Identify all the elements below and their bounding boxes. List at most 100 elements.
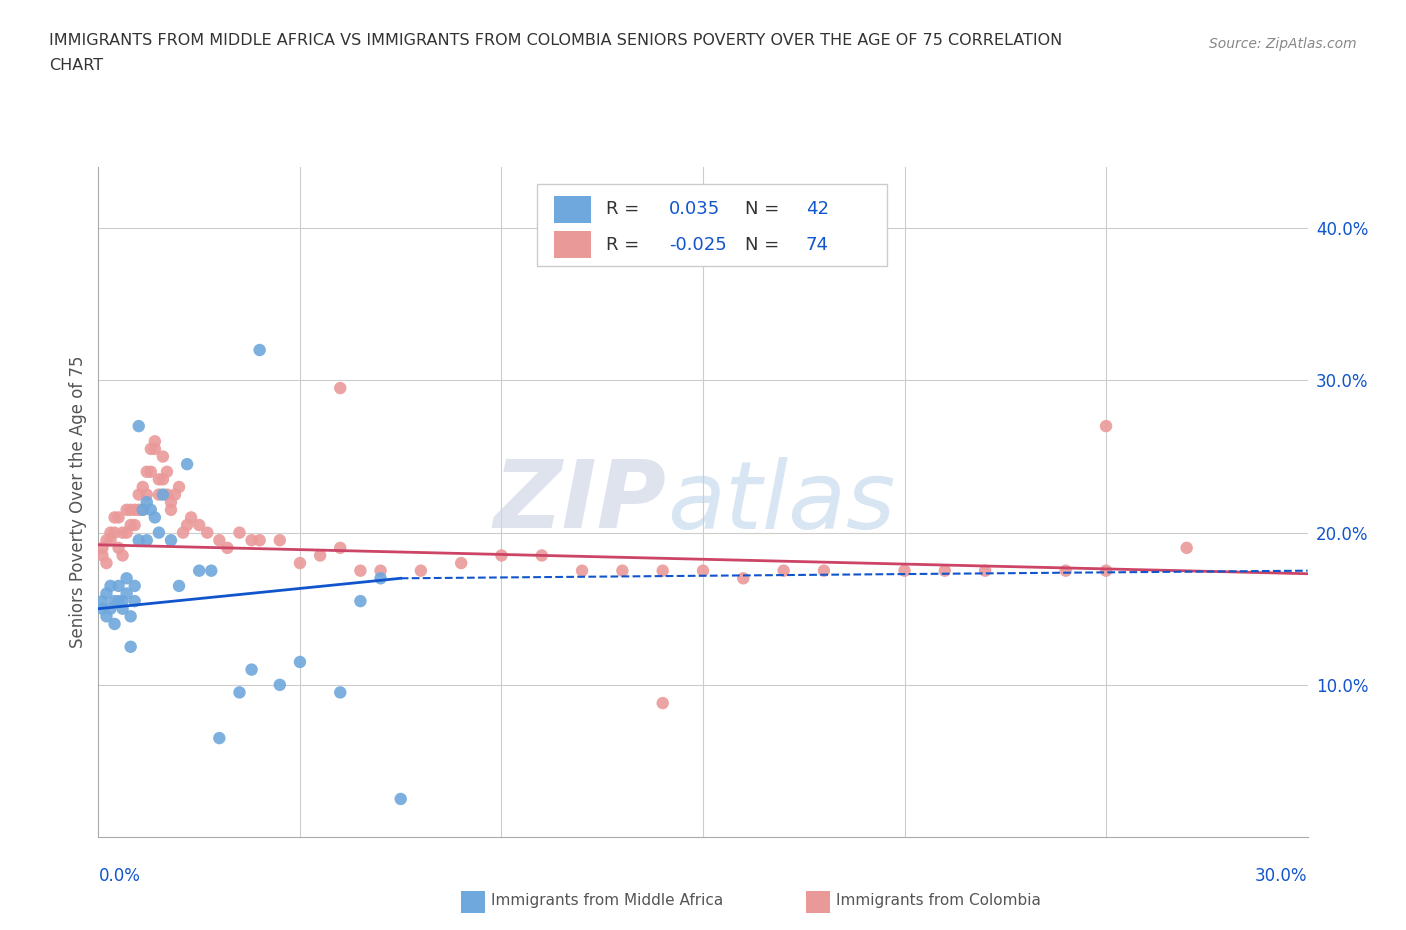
Point xyxy=(772,564,794,578)
Point xyxy=(135,464,157,479)
Point xyxy=(128,502,150,517)
Point xyxy=(288,555,311,570)
Point xyxy=(139,502,162,517)
Point xyxy=(208,731,231,746)
Point xyxy=(240,533,263,548)
Point xyxy=(120,609,142,624)
Text: N =: N = xyxy=(745,235,786,254)
Point xyxy=(1095,418,1118,433)
Point xyxy=(100,533,122,548)
Point xyxy=(349,593,371,608)
Point xyxy=(124,593,146,608)
Point xyxy=(329,540,352,555)
Text: CHART: CHART xyxy=(49,58,103,73)
Point xyxy=(120,639,142,654)
Point xyxy=(934,564,956,578)
Bar xyxy=(461,891,485,912)
Point xyxy=(103,593,125,608)
Text: 0.035: 0.035 xyxy=(669,200,720,219)
Point xyxy=(111,593,134,608)
Point xyxy=(111,525,134,540)
Point xyxy=(349,564,371,578)
Point xyxy=(167,578,190,593)
Bar xyxy=(554,232,591,259)
Point xyxy=(370,571,392,586)
Point xyxy=(172,525,194,540)
Point xyxy=(188,518,211,533)
Point xyxy=(103,525,125,540)
Point xyxy=(135,533,157,548)
Point xyxy=(370,564,392,578)
Text: -0.025: -0.025 xyxy=(669,235,727,254)
Point xyxy=(96,555,118,570)
Point xyxy=(176,518,198,533)
Point xyxy=(143,510,166,525)
Text: 30.0%: 30.0% xyxy=(1256,867,1308,885)
Point xyxy=(124,502,146,517)
Point xyxy=(115,571,138,586)
Point xyxy=(530,548,553,563)
Point xyxy=(152,472,174,486)
Point xyxy=(269,677,291,692)
Point xyxy=(733,571,755,586)
Point xyxy=(329,380,352,395)
Point xyxy=(115,525,138,540)
Point xyxy=(100,578,122,593)
Point xyxy=(160,533,183,548)
Point xyxy=(107,540,129,555)
Point xyxy=(228,525,250,540)
Point xyxy=(813,564,835,578)
Point xyxy=(103,617,125,631)
Text: 42: 42 xyxy=(806,200,828,219)
Point xyxy=(115,586,138,601)
Point xyxy=(100,525,122,540)
Point xyxy=(1054,564,1077,578)
Point xyxy=(103,510,125,525)
Text: atlas: atlas xyxy=(666,457,896,548)
Point xyxy=(120,502,142,517)
FancyBboxPatch shape xyxy=(537,184,887,266)
Point xyxy=(491,548,513,563)
Point xyxy=(139,464,162,479)
Point xyxy=(288,655,311,670)
Text: 0.0%: 0.0% xyxy=(98,867,141,885)
Point xyxy=(188,564,211,578)
Point xyxy=(450,555,472,570)
Point xyxy=(208,533,231,548)
Point xyxy=(100,602,122,617)
Bar xyxy=(806,891,830,912)
Point xyxy=(107,593,129,608)
Point xyxy=(91,593,114,608)
Point xyxy=(176,457,198,472)
Point xyxy=(974,564,997,578)
Point xyxy=(91,602,114,617)
Point xyxy=(148,472,170,486)
Point xyxy=(124,518,146,533)
Point xyxy=(96,533,118,548)
Point xyxy=(132,502,155,517)
Point xyxy=(107,510,129,525)
Point xyxy=(409,564,432,578)
Point xyxy=(107,578,129,593)
Point xyxy=(135,487,157,502)
Point xyxy=(269,533,291,548)
Point xyxy=(217,540,239,555)
Text: Immigrants from Middle Africa: Immigrants from Middle Africa xyxy=(492,893,724,908)
Text: Source: ZipAtlas.com: Source: ZipAtlas.com xyxy=(1209,37,1357,51)
Point xyxy=(309,548,332,563)
Point xyxy=(612,564,634,578)
Text: R =: R = xyxy=(606,235,645,254)
Point xyxy=(139,442,162,457)
Point xyxy=(132,502,155,517)
Point xyxy=(228,685,250,700)
Point xyxy=(152,487,174,502)
Point xyxy=(240,662,263,677)
Text: Immigrants from Colombia: Immigrants from Colombia xyxy=(837,893,1040,908)
Point xyxy=(120,518,142,533)
Point xyxy=(200,564,222,578)
Point xyxy=(893,564,915,578)
Point xyxy=(143,434,166,449)
Point xyxy=(128,418,150,433)
Text: N =: N = xyxy=(745,200,786,219)
Point xyxy=(96,586,118,601)
